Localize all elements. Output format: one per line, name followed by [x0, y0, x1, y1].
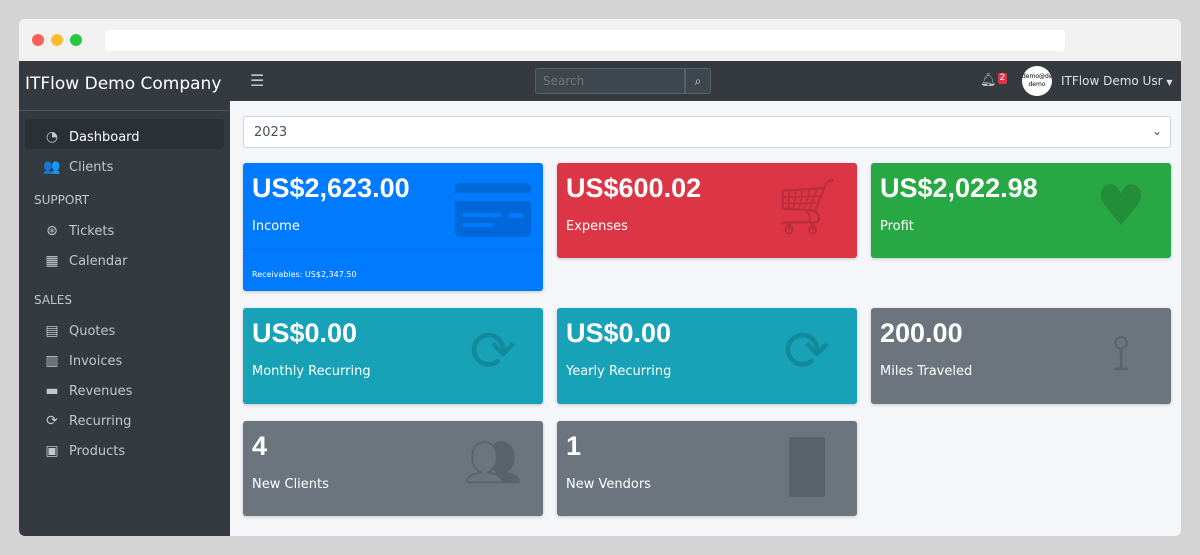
credit-card-icon: ▬ — [45, 383, 59, 399]
invoice-icon: ▥ — [45, 353, 59, 369]
search-input[interactable] — [535, 68, 685, 94]
income-value: US$2,623.00 — [252, 173, 410, 203]
main-content: 2023 ⌄ US$2,623.00 Income Receivables: US… — [230, 101, 1181, 536]
caret-down-icon: ▼ — [1166, 78, 1173, 87]
sidebar-item-label: Dashboard — [69, 129, 140, 145]
sidebar-item-revenues[interactable]: ▬ Revenues — [25, 373, 224, 403]
minimize-window-button[interactable] — [51, 34, 63, 46]
new-clients-card[interactable]: 4 New Clients 👥︎ — [243, 421, 543, 516]
menu-toggle-icon[interactable]: ☰ — [250, 71, 265, 90]
users-icon: 👥︎ — [463, 439, 523, 489]
expenses-value: US$600.02 — [566, 173, 702, 203]
search-icon: ⌕ — [694, 73, 702, 88]
notification-count-badge: 2 — [997, 73, 1008, 84]
sidebar-item-label: Tickets — [69, 223, 115, 239]
users-icon: 👥 — [43, 159, 61, 175]
search-form: ⌕ — [535, 68, 711, 94]
box-icon: ▣ — [45, 443, 59, 459]
sidebar-item-label: Clients — [69, 159, 114, 175]
credit-card-icon — [455, 183, 531, 247]
bell-icon: 🔔︎ — [980, 73, 997, 88]
monthly-recurring-card[interactable]: US$0.00 Monthly Recurring ⟳ — [243, 308, 543, 404]
yearly-recurring-value: US$0.00 — [566, 318, 672, 348]
sidebar-item-clients[interactable]: 👥 Clients — [25, 149, 224, 179]
browser-window: ITFlow Demo Company ◔ Dashboard 👥 Clients … — [19, 19, 1181, 536]
profit-label: Profit — [880, 219, 914, 234]
sidebar-item-label: Products — [69, 443, 126, 459]
nav-header-support: SUPPORT — [34, 193, 90, 207]
brand-link[interactable]: ITFlow Demo Company — [19, 61, 230, 111]
new-vendors-label: New Vendors — [566, 477, 651, 492]
sidebar-item-invoices[interactable]: ▥ Invoices — [25, 343, 224, 373]
receivables-text: Receivables: US$2,347.50 — [243, 249, 543, 291]
miles-traveled-value: 200.00 — [880, 318, 963, 348]
building-icon — [769, 437, 845, 501]
address-bar[interactable] — [105, 30, 1065, 51]
profit-card[interactable]: US$2,022.98 Profit ♥ — [871, 163, 1171, 258]
sidebar-item-label: Quotes — [69, 323, 116, 339]
sync-icon: ⟳ — [469, 324, 517, 384]
notifications-button[interactable]: 🔔︎ 2 — [980, 73, 1008, 88]
miles-traveled-card[interactable]: 200.00 Miles Traveled ⟟ — [871, 308, 1171, 404]
sync-icon: ⟳ — [46, 413, 58, 429]
year-select[interactable]: 2023 ⌄ — [243, 116, 1171, 148]
monthly-recurring-value: US$0.00 — [252, 318, 358, 348]
calendar-icon: ▦ — [45, 253, 59, 269]
search-button[interactable]: ⌕ — [685, 68, 711, 94]
tachometer-icon: ◔ — [45, 129, 59, 145]
shopping-cart-icon: 🛒︎ — [771, 179, 843, 239]
sidebar-item-label: Recurring — [69, 413, 132, 429]
route-icon: ⟟ — [1111, 328, 1131, 382]
nav-header-sales: SALES — [34, 293, 72, 307]
profit-value: US$2,022.98 — [880, 173, 1038, 203]
sidebar-item-tickets[interactable]: ⊛ Tickets — [25, 213, 224, 243]
sidebar-item-calendar[interactable]: ▦ Calendar — [25, 243, 224, 273]
browser-titlebar — [19, 19, 1181, 61]
new-clients-value: 4 — [252, 431, 268, 461]
sidebar: ITFlow Demo Company ◔ Dashboard 👥 Clients … — [19, 61, 230, 536]
top-navbar: ☰ ⌕ 🔔︎2 demo@demo demo ITFlow Demo Usr ▼ — [230, 61, 1181, 101]
user-menu-dropdown[interactable]: ITFlow Demo Usr ▼ — [1061, 74, 1173, 88]
year-select-value: 2023 — [254, 125, 288, 140]
sidebar-item-label: Revenues — [69, 383, 133, 399]
monthly-recurring-label: Monthly Recurring — [252, 364, 371, 379]
new-clients-label: New Clients — [252, 477, 329, 492]
sidebar-item-label: Invoices — [69, 353, 123, 369]
sidebar-item-dashboard[interactable]: ◔ Dashboard — [25, 119, 224, 149]
sync-icon: ⟳ — [783, 324, 831, 384]
user-name: ITFlow Demo Usr — [1061, 74, 1163, 88]
sidebar-item-label: Calendar — [69, 253, 128, 269]
yearly-recurring-card[interactable]: US$0.00 Yearly Recurring ⟳ — [557, 308, 857, 404]
new-vendors-value: 1 — [566, 431, 582, 461]
close-window-button[interactable] — [32, 34, 44, 46]
miles-traveled-label: Miles Traveled — [880, 364, 973, 379]
sidebar-item-recurring[interactable]: ⟳ Recurring — [25, 403, 224, 433]
sidebar-item-products[interactable]: ▣ Products — [25, 433, 224, 463]
expenses-label: Expenses — [566, 219, 628, 234]
yearly-recurring-label: Yearly Recurring — [566, 364, 672, 379]
maximize-window-button[interactable] — [70, 34, 82, 46]
heart-icon: ♥ — [1095, 179, 1147, 239]
chevron-down-icon: ⌄ — [1151, 124, 1162, 138]
new-vendors-card[interactable]: 1 New Vendors — [557, 421, 857, 516]
income-card[interactable]: US$2,623.00 Income Receivables: US$2,347… — [243, 163, 543, 291]
file-icon: ▤ — [45, 323, 59, 339]
life-ring-icon: ⊛ — [46, 223, 58, 239]
expenses-card[interactable]: US$600.02 Expenses 🛒︎ — [557, 163, 857, 258]
sidebar-item-quotes[interactable]: ▤ Quotes — [25, 313, 224, 343]
avatar[interactable]: demo@demo demo — [1022, 66, 1052, 96]
income-label: Income — [252, 219, 300, 234]
